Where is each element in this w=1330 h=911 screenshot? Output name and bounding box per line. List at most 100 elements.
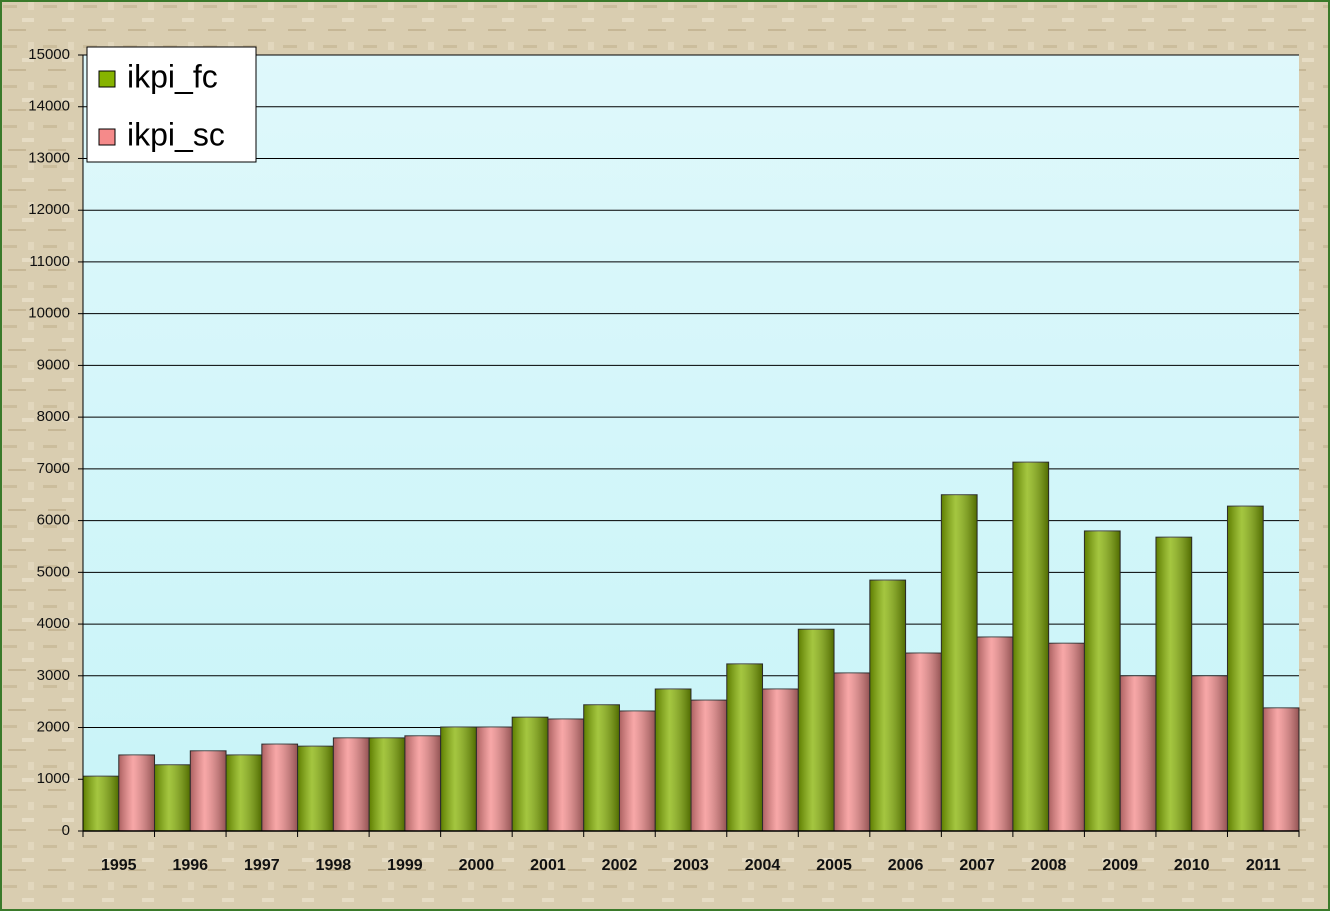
bar-group	[440, 726, 477, 832]
legend-swatch	[98, 128, 116, 146]
bar-shade	[369, 737, 405, 831]
x-tick-label: 2011	[1246, 857, 1281, 874]
x-tick-label: 2009	[1102, 857, 1138, 874]
y-tick-label: 6000	[37, 512, 70, 529]
bar-group	[797, 628, 835, 832]
x-tick-label: 2004	[745, 857, 781, 874]
x-tick-label: 2000	[459, 857, 495, 874]
bar-shade	[726, 663, 763, 831]
bar-group	[368, 737, 406, 832]
bar-shade	[297, 746, 334, 831]
bar-group	[1262, 707, 1300, 832]
y-tick-label: 0	[62, 822, 70, 839]
bar-shade	[655, 688, 691, 831]
bar-shade	[905, 653, 942, 831]
bar-shade	[941, 494, 978, 831]
bar-group	[189, 750, 227, 832]
legend-label: ikpi_fc	[127, 58, 218, 94]
bar-shade	[1120, 675, 1156, 831]
x-tick-label: 2008	[1031, 857, 1067, 874]
bar-group	[1083, 530, 1121, 832]
x-tick-label: 1997	[244, 857, 280, 874]
bar-shade	[333, 737, 370, 831]
bar-group	[1226, 505, 1264, 832]
y-tick-label: 10000	[28, 305, 70, 322]
y-tick-label: 7000	[37, 460, 70, 477]
x-tick-label: 2007	[959, 857, 995, 874]
bar-shade	[154, 764, 191, 831]
bar-group	[618, 710, 656, 832]
bar-group	[547, 718, 585, 832]
y-tick-label: 1000	[37, 770, 70, 787]
y-tick-label: 5000	[37, 563, 70, 580]
bar-group	[118, 754, 156, 832]
bar-group	[976, 636, 1014, 832]
bar-group	[690, 699, 728, 832]
bar-shade	[1155, 537, 1192, 831]
bar-shade	[869, 580, 906, 831]
bar-shade	[476, 727, 513, 831]
x-tick-label: 2006	[888, 857, 924, 874]
bar-group	[297, 745, 334, 832]
x-tick-label: 1996	[172, 857, 208, 874]
bar-group	[762, 688, 799, 832]
legend-swatch	[98, 70, 116, 88]
legend-label: ikpi_sc	[127, 116, 225, 152]
bar-group	[475, 726, 513, 832]
bar-group	[583, 704, 620, 832]
bar-shade	[834, 672, 870, 831]
y-tick-label: 9000	[37, 356, 70, 373]
bar-shade	[226, 754, 262, 831]
bar-shade	[547, 718, 584, 831]
y-tick-label: 12000	[28, 201, 70, 218]
bar-shade	[691, 700, 727, 831]
x-tick-label: 2002	[602, 857, 638, 874]
bar-shade	[798, 629, 835, 831]
x-tick-label: 1999	[387, 857, 423, 874]
y-tick-label: 2000	[37, 719, 70, 736]
bar-group	[654, 688, 692, 832]
bar-group	[1155, 536, 1193, 832]
x-tick-label: 1998	[316, 857, 352, 874]
x-tick-label: 2010	[1174, 857, 1210, 874]
bar-group	[905, 652, 942, 832]
bar-shade	[1048, 643, 1085, 831]
bar-shade	[190, 750, 227, 831]
bar-group	[225, 754, 263, 832]
bar-shade	[440, 727, 477, 831]
y-tick-label: 3000	[37, 667, 70, 684]
bar-group	[82, 775, 120, 832]
bar-group	[154, 764, 191, 832]
bar-group	[1191, 675, 1228, 832]
legend: ikpi_fc ikpi_sc	[86, 46, 257, 163]
bar-shade	[1084, 530, 1121, 831]
bar-shade	[83, 776, 119, 831]
bar-group	[1048, 642, 1085, 832]
y-tick-label: 15000	[28, 46, 70, 63]
bar-shade	[619, 710, 656, 831]
bar-shade	[404, 735, 441, 831]
bar-group	[1119, 675, 1157, 832]
bar-group	[726, 663, 764, 832]
bar-group	[511, 716, 549, 832]
bar-shade	[762, 688, 799, 831]
x-tick-label: 2001	[530, 857, 566, 874]
bar-group	[940, 494, 978, 832]
bar-group	[332, 737, 370, 832]
bar-shade	[1012, 462, 1049, 831]
bar-group	[833, 672, 871, 832]
y-tick-label: 14000	[28, 98, 70, 115]
bar-group	[869, 579, 907, 832]
bar-shade	[977, 637, 1013, 831]
bar-shade	[1263, 707, 1299, 831]
x-tick-label: 1995	[101, 857, 137, 874]
bar-shade	[512, 717, 548, 831]
y-tick-label: 4000	[37, 615, 70, 632]
bar-group	[1012, 461, 1050, 832]
bar-group	[404, 735, 442, 832]
bar-shade	[1191, 675, 1228, 831]
y-tick-label: 8000	[37, 408, 70, 425]
bar-shade	[583, 704, 620, 831]
